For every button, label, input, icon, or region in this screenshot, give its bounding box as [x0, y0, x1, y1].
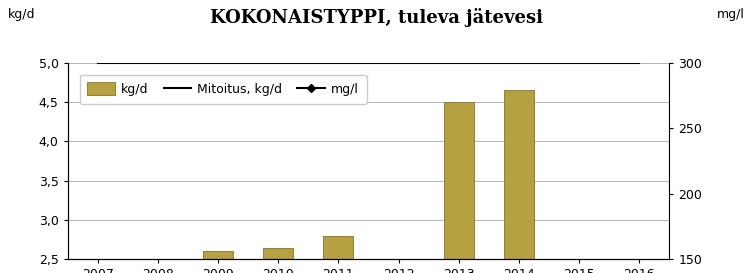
Text: mg/l: mg/l [717, 8, 744, 21]
Text: KOKONAISTYPPI, tuleva jätevesi: KOKONAISTYPPI, tuleva jätevesi [210, 8, 542, 27]
Bar [323, 236, 353, 259]
Bar [444, 102, 474, 259]
Bar [263, 248, 293, 259]
Bar [203, 251, 233, 259]
Text: kg/d: kg/d [8, 8, 35, 21]
Bar [504, 90, 534, 259]
Legend: kg/d, Mitoitus, kg/d, mg/l: kg/d, Mitoitus, kg/d, mg/l [80, 75, 366, 103]
